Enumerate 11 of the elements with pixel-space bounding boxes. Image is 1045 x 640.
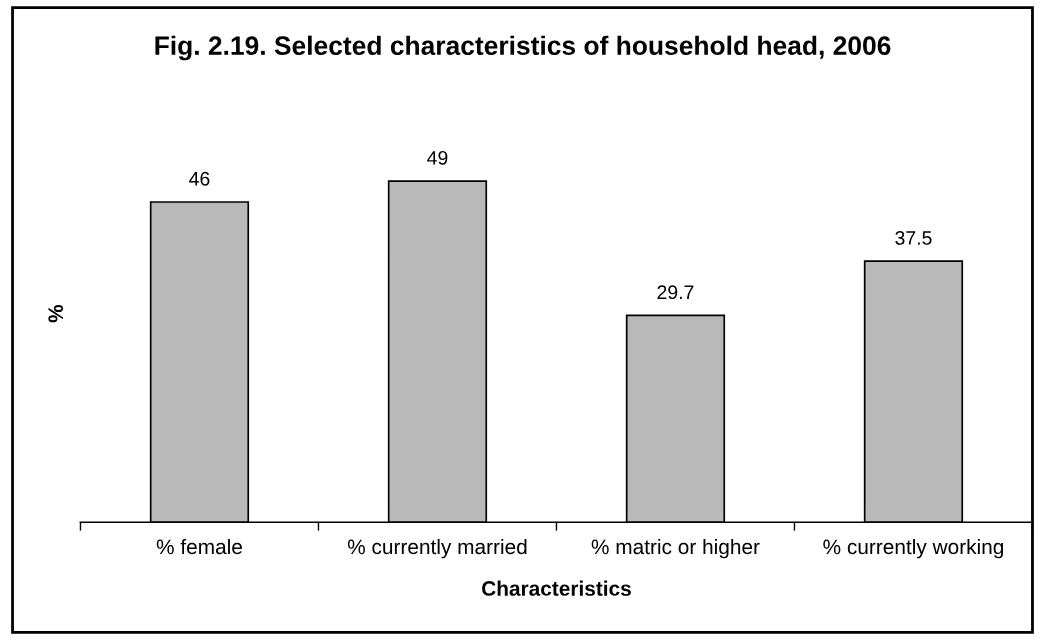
data-label: 49 [427,150,448,165]
data-label: 37.5 [895,231,932,245]
y-axis-title: % [48,304,64,323]
x-tick-label: % female [156,538,242,555]
x-axis-title: Characteristics [482,580,631,596]
data-label: 46 [189,171,210,186]
x-tick-label: % currently working [823,538,1004,559]
x-tick-label: % matric or higher [591,538,760,559]
data-label: 29.7 [657,285,694,300]
x-tick-label: % currently married [347,538,527,559]
chart-title: Fig. 2.19. Selected characteristics of household head, 2006 [155,35,891,61]
